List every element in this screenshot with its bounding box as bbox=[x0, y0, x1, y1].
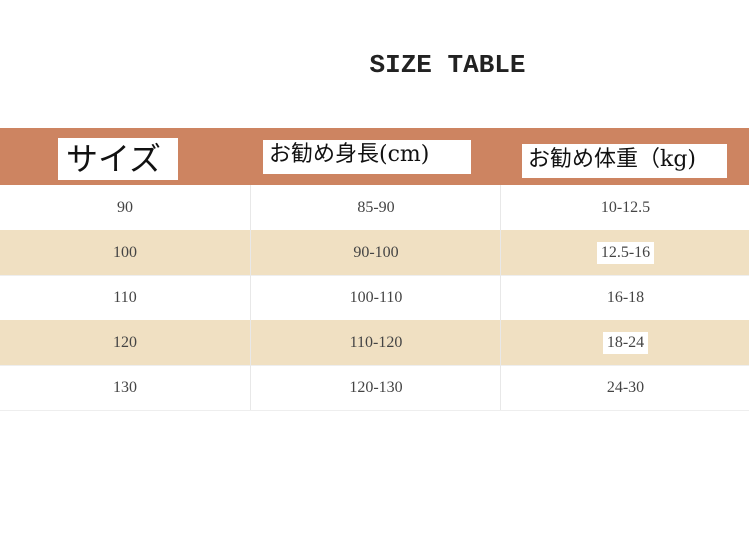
height-cell: 120-130 bbox=[250, 365, 501, 410]
height-cell: 100-110 bbox=[250, 275, 501, 320]
weight-cell: 24-30 bbox=[500, 365, 749, 410]
table-header: サイズ お勧め身長(cm) お勧め体重（kg) bbox=[0, 128, 749, 185]
table-row: 120 110-120 18-24 bbox=[0, 320, 749, 366]
size-cell: 90 bbox=[117, 199, 133, 216]
table-row: 100 90-100 12.5-16 bbox=[0, 230, 749, 276]
weight-cell: 18-24 bbox=[602, 332, 649, 354]
size-cell: 110 bbox=[113, 289, 137, 306]
weight-cell-wrap: 12.5-16 bbox=[500, 230, 749, 275]
table-row: 130 120-130 24-30 bbox=[0, 365, 749, 411]
page-title: SIZE TABLE bbox=[369, 50, 526, 80]
header-weight: お勧め体重（kg) bbox=[522, 144, 727, 178]
size-cell: 130 bbox=[113, 379, 137, 396]
weight-cell: 16-18 bbox=[500, 275, 749, 320]
header-size: サイズ bbox=[58, 138, 178, 180]
height-cell: 110-120 bbox=[250, 320, 501, 365]
weight-cell-wrap: 18-24 bbox=[500, 320, 749, 365]
height-cell: 90-100 bbox=[250, 230, 501, 275]
weight-cell: 10-12.5 bbox=[500, 185, 749, 230]
size-cell: 120 bbox=[113, 334, 137, 351]
size-cell: 100 bbox=[113, 244, 137, 261]
table-row: 90 85-90 10-12.5 bbox=[0, 185, 749, 231]
height-cell: 85-90 bbox=[250, 185, 501, 230]
table-row: 110 100-110 16-18 bbox=[0, 275, 749, 321]
header-height: お勧め身長(cm) bbox=[263, 140, 471, 174]
weight-cell: 12.5-16 bbox=[596, 242, 655, 264]
